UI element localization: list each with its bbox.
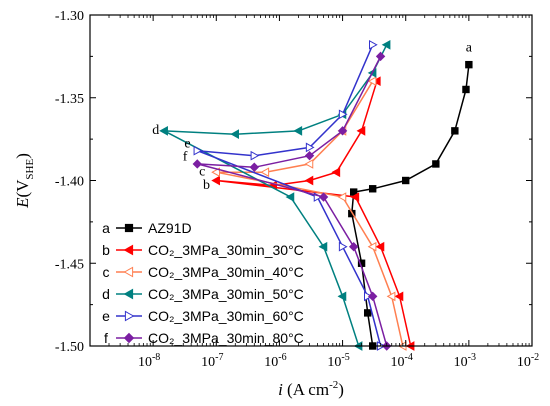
data-point — [386, 291, 396, 302]
legend-entry-f: f CO₂_3MPa_30min_80°C — [104, 330, 304, 346]
legend-tag: f — [104, 330, 108, 346]
y-tick-label: -1.35 — [55, 92, 84, 107]
data-point — [293, 126, 303, 136]
data-point — [260, 167, 270, 178]
legend-label: CO₂_3MPa_30min_30°C — [148, 242, 304, 258]
y-tick-label: -1.30 — [55, 9, 84, 24]
data-point — [367, 241, 377, 252]
x-tick-label: 10-3 — [454, 352, 476, 370]
legend-entry-b: b CO₂_3MPa_30min_30°C — [102, 242, 304, 258]
data-point — [394, 291, 404, 302]
data-point — [462, 85, 470, 94]
legend-entry-c: c CO₂_3MPa_30min_40°C — [103, 264, 304, 280]
legend-marker — [124, 223, 134, 233]
data-point — [356, 126, 366, 136]
data-point — [192, 159, 202, 169]
data-point — [338, 241, 348, 252]
curve-tag-a: a — [466, 40, 473, 55]
y-tick-label: -1.40 — [55, 175, 84, 190]
data-point — [371, 76, 381, 87]
data-point — [250, 150, 260, 161]
legend-marker — [123, 244, 134, 256]
series-f — [192, 51, 392, 351]
axes-layer: -1.30 -1.35 -1.40 -1.45 -1.50 10-8 10-7 10-6 10-… — [13, 9, 539, 399]
data-point — [363, 309, 372, 317]
curve-tag-d: d — [152, 123, 159, 138]
x-tick-label: 10-6 — [264, 352, 286, 370]
data-point — [304, 150, 315, 161]
legend-marker — [124, 310, 135, 322]
data-point — [318, 241, 328, 252]
data-point — [465, 60, 473, 69]
data-point — [337, 291, 347, 302]
data-point — [338, 109, 348, 120]
data-point — [381, 39, 391, 50]
data-point — [432, 160, 440, 168]
data-point — [331, 167, 341, 178]
legend-label: CO₂_3MPa_30min_40°C — [148, 264, 304, 280]
x-tick-label: 10-4 — [391, 352, 413, 370]
legend-marker — [123, 266, 134, 278]
data-point — [285, 192, 295, 202]
legend-tag: d — [102, 286, 110, 302]
legend-entry-a: a AZ91D — [102, 220, 191, 236]
data-point — [305, 142, 315, 153]
data-point — [350, 192, 360, 202]
x-tick-label: 10-2 — [517, 352, 539, 370]
legend-label: CO₂_3MPa_30min_80°C — [148, 330, 304, 346]
data-point — [402, 176, 410, 185]
data-point — [368, 185, 377, 193]
series-line — [163, 44, 388, 347]
data-point — [451, 127, 459, 135]
data-point — [337, 192, 347, 202]
legend-label: AZ91D — [148, 220, 192, 236]
curve-tag-f: f — [183, 150, 188, 165]
data-point — [367, 76, 377, 87]
x-axis-label: i (A cm-2) — [278, 379, 344, 399]
data-point — [304, 175, 314, 186]
curve-tag-b: b — [203, 178, 210, 193]
data-point — [211, 167, 220, 178]
legend-entry-e: e CO₂_3MPa_30min_60°C — [102, 308, 304, 324]
data-point — [348, 241, 359, 252]
legend-tag: e — [102, 308, 110, 324]
legend-marker — [123, 332, 135, 344]
y-tick-label: -1.45 — [55, 257, 84, 272]
legend-entry-d: d CO₂_3MPa_30min_50°C — [102, 286, 304, 302]
series-e — [193, 39, 386, 351]
curve-tag-c: c — [199, 165, 205, 180]
series-b — [211, 76, 415, 351]
legend-tag: a — [102, 220, 110, 236]
data-point — [159, 126, 168, 136]
data-point — [368, 39, 378, 50]
legend-label: CO₂_3MPa_30min_60°C — [148, 308, 304, 324]
x-tick-label: 10-5 — [327, 352, 349, 370]
legend-tag: b — [102, 242, 110, 258]
curve-layer — [159, 39, 473, 351]
data-point — [304, 159, 314, 169]
series-a — [348, 60, 473, 350]
data-point — [211, 175, 220, 186]
data-point — [193, 145, 203, 156]
x-tick-label: 10-7 — [201, 352, 223, 370]
series-line — [216, 80, 412, 347]
data-point — [375, 51, 386, 62]
legend: a AZ91D b CO₂_3MPa_30min_30°Cc CO₂_3MPa_30mi… — [102, 220, 304, 346]
y-axis-label: E(VSHE) — [13, 153, 36, 209]
legend-tag: c — [103, 264, 110, 280]
legend-label: CO₂_3MPa_30min_50°C — [148, 286, 304, 302]
data-point — [367, 291, 378, 302]
data-point — [230, 129, 239, 140]
data-point — [337, 126, 348, 136]
data-point — [375, 241, 385, 252]
curve-tag-layer: a bc d ef — [152, 40, 472, 192]
curve-tag-e: e — [184, 136, 190, 151]
y-tick-label: -1.50 — [55, 340, 84, 355]
data-point — [318, 192, 329, 202]
x-tick-label: 10-8 — [138, 352, 160, 370]
data-point — [249, 162, 260, 172]
legend-marker — [123, 288, 134, 300]
